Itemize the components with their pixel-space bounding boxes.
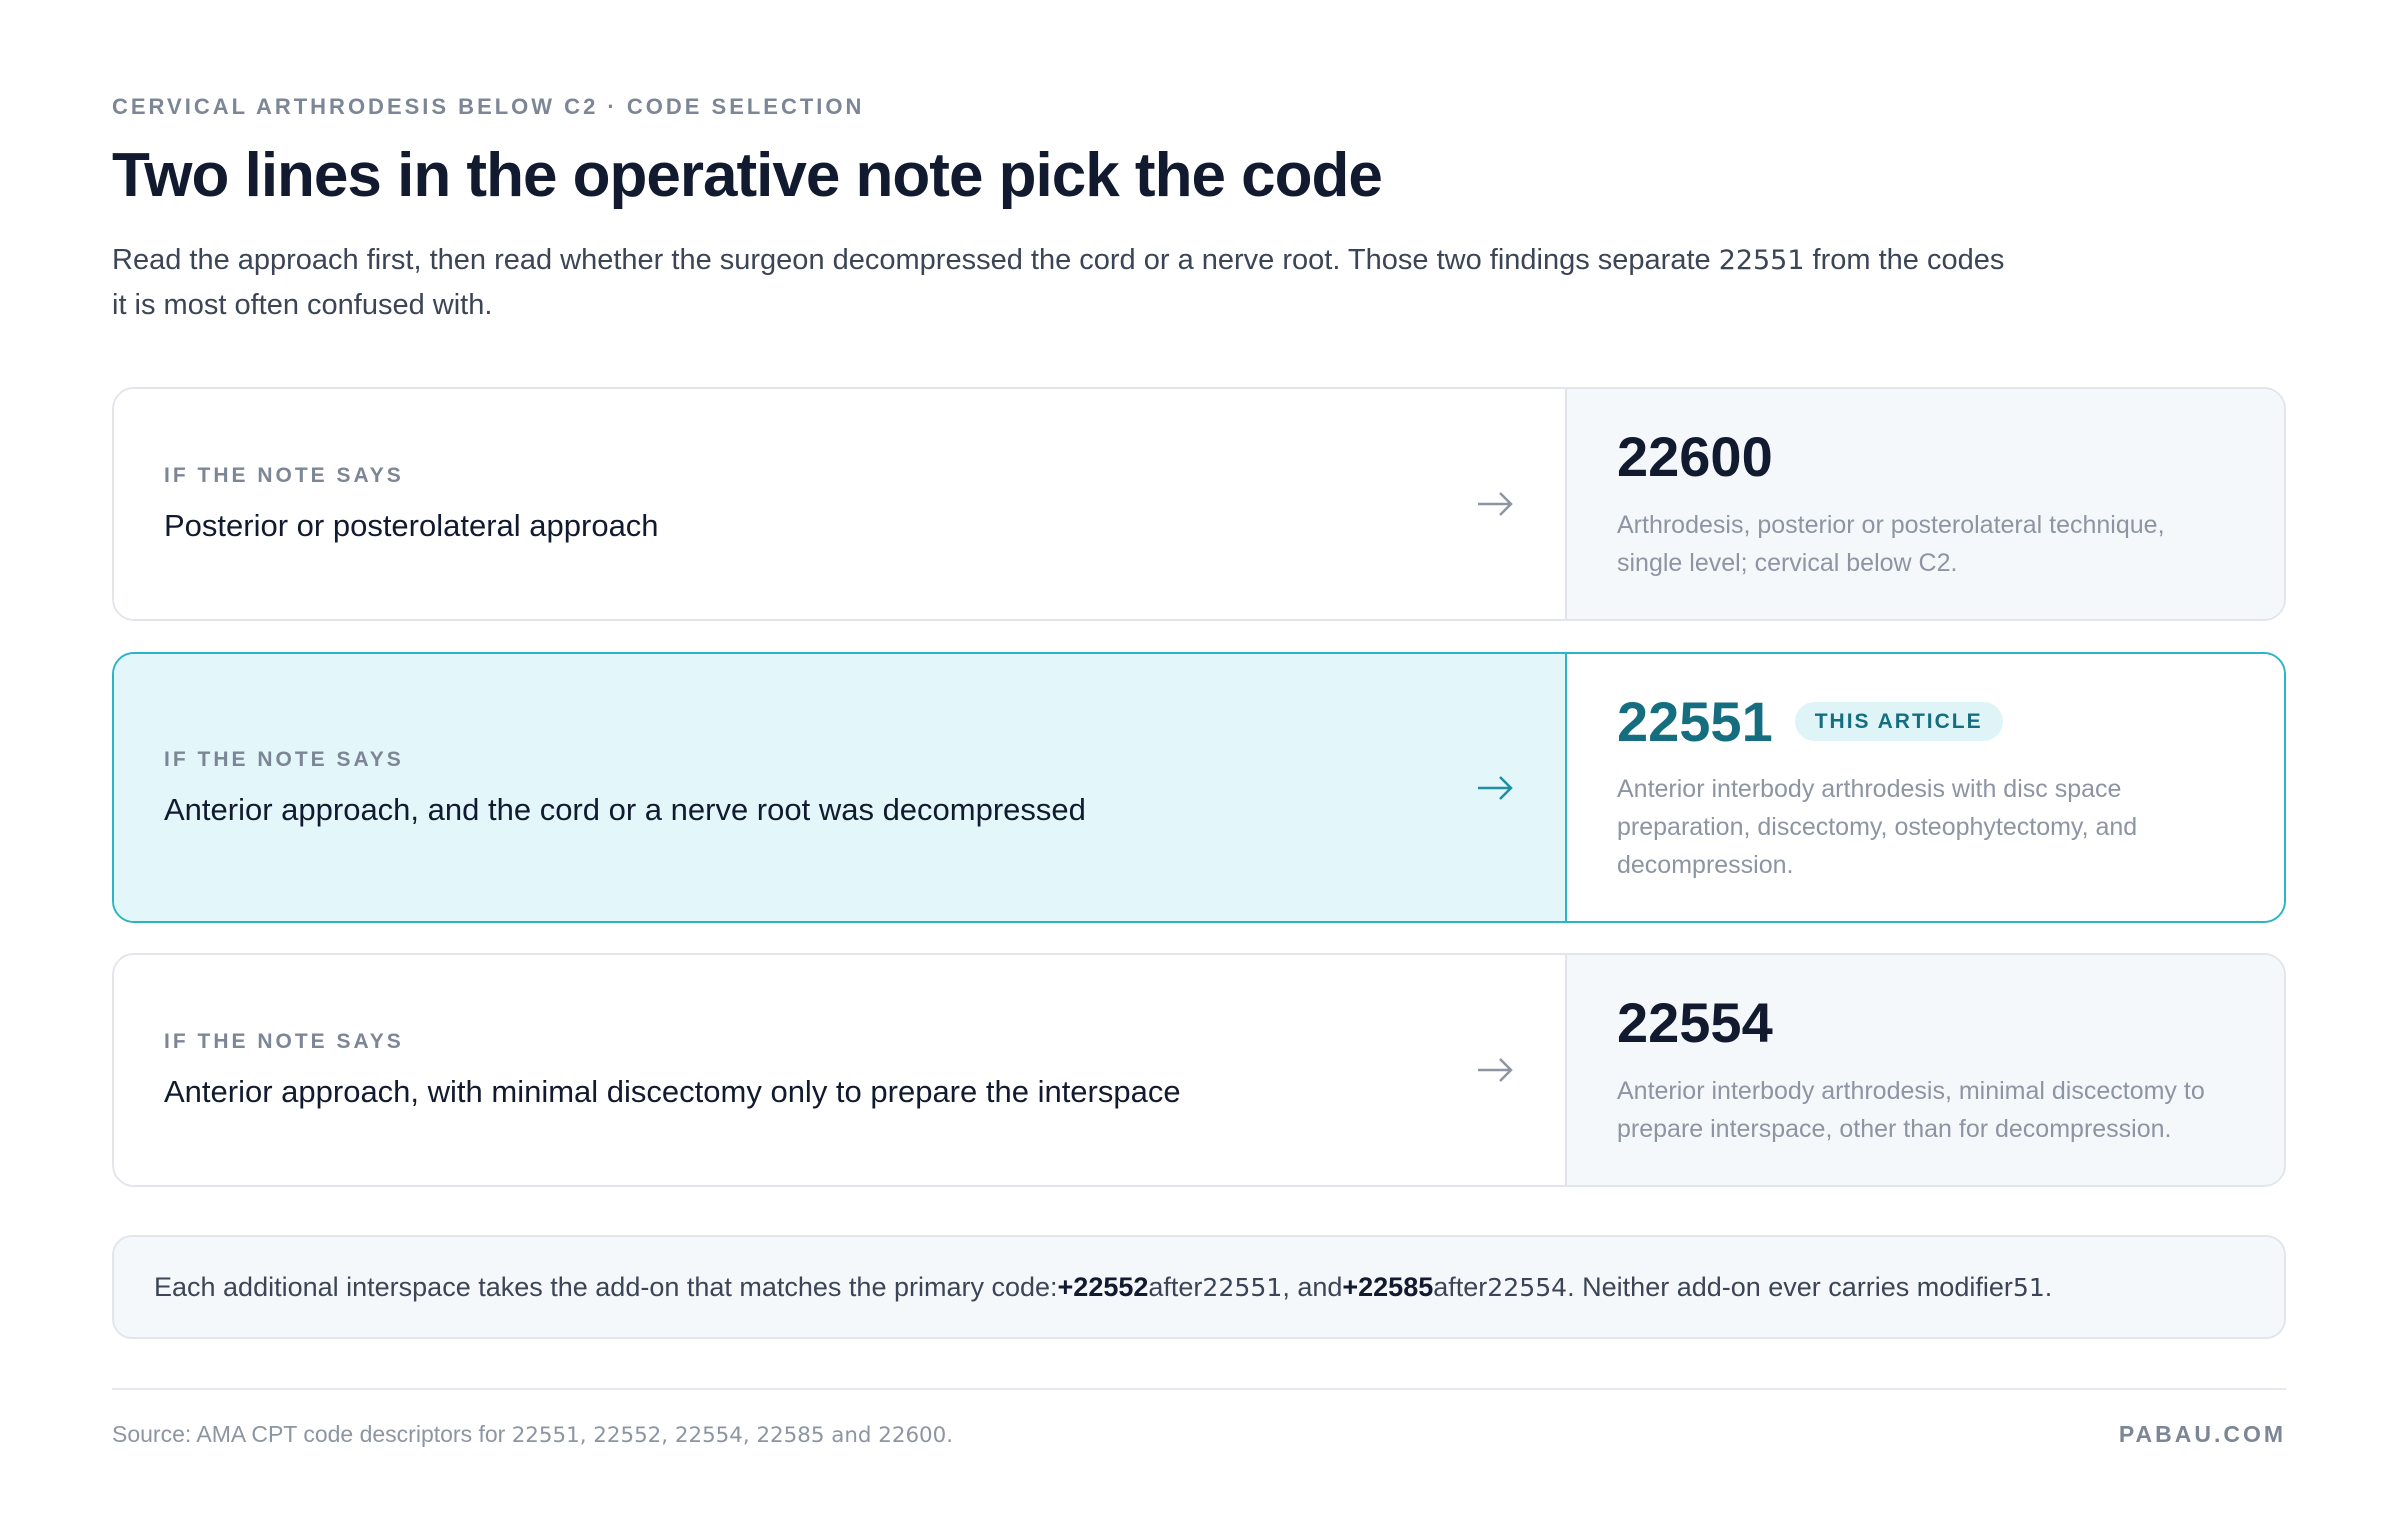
source-codes: 22551, 22552, 22554, 22585 and 22600.: [511, 1423, 954, 1448]
arrow: [1478, 1058, 1513, 1082]
note-code: 22551: [1202, 1272, 1283, 1302]
code: 22551 THIS ARTICLE: [1617, 691, 2234, 753]
arrow: [1478, 492, 1513, 516]
note-text: . Neither add-on ever carries modifier: [1567, 1271, 2013, 1302]
note-text: Each additional interspace takes the add…: [154, 1271, 1058, 1302]
row-label: IF THE NOTE SAYS: [164, 747, 404, 771]
code: 22554: [1617, 992, 2234, 1054]
note-text: after: [1433, 1271, 1488, 1302]
row-label: IF THE NOTE SAYS: [164, 464, 404, 487]
code-cell: 22551 THIS ARTICLE Anterior interbody art…: [1567, 654, 2284, 921]
code-number: 22554: [1617, 991, 1773, 1055]
rule-row: IF THE NOTE SAYS Posterior or posterolat…: [112, 387, 2286, 621]
rule-row: IF THE NOTE SAYS Anterior approach, with…: [112, 953, 2286, 1187]
intro-code: 22551: [1718, 245, 1805, 276]
rule-row: IF THE NOTE SAYS Anterior approach, and …: [112, 652, 2286, 923]
eyebrow: CERVICAL ARTHRODESIS BELOW C2 · CODE SEL…: [112, 94, 865, 119]
badge: THIS ARTICLE: [1794, 701, 2003, 742]
code-description: Anterior interbody arthrodesis with disc…: [1617, 775, 2138, 880]
code-cell: 22600 Arthrodesis, posterior or posterol…: [1567, 389, 2284, 619]
row-label: IF THE NOTE SAYS: [164, 1030, 404, 1053]
note-code: +22552: [1057, 1271, 1149, 1302]
code-description: Anterior interbody arthrodesis, minimal …: [1617, 1076, 2205, 1143]
title: Two lines in the operative note pick the…: [112, 141, 1383, 210]
code: 22600: [1617, 426, 2234, 488]
condition: Anterior approach, with minimal discecto…: [164, 1074, 1181, 1109]
intro: Read the approach first, then read wheth…: [112, 238, 2012, 328]
note-text: after: [1148, 1271, 1203, 1302]
note-code: 51: [2012, 1272, 2045, 1302]
brand: PABAU.COM: [2118, 1421, 2286, 1447]
arrow: [1478, 775, 1513, 800]
add-on-note: Each additional interspace takes the add…: [112, 1235, 2286, 1339]
note-text: , and: [1282, 1271, 1343, 1302]
intro-text: Read the approach first, then read wheth…: [112, 244, 1719, 276]
code-cell: 22554 Anterior interbody arthrodesis, mi…: [1567, 955, 2284, 1185]
divider: [112, 1388, 2286, 1390]
condition-cell: IF THE NOTE SAYS Posterior or posterolat…: [114, 389, 1567, 619]
condition-cell: IF THE NOTE SAYS Anterior approach, with…: [114, 955, 1567, 1185]
code-description: Arthrodesis, posterior or posterolateral…: [1617, 510, 2165, 577]
code-number: 22600: [1617, 425, 1773, 489]
note-code: +22585: [1342, 1271, 1434, 1302]
intro-text: from the codes it is most often confused…: [112, 244, 2005, 321]
condition: Posterior or posterolateral approach: [164, 508, 659, 543]
note-text: .: [2044, 1271, 2053, 1302]
note-code: 22554: [1487, 1272, 1568, 1302]
source-text: Source: AMA CPT code descriptors for: [112, 1421, 512, 1447]
condition-cell: IF THE NOTE SAYS Anterior approach, and …: [114, 654, 1567, 921]
source: Source: AMA CPT code descriptors for 225…: [112, 1421, 953, 1448]
condition: Anterior approach, and the cord or a ner…: [164, 791, 1086, 827]
code-number: 22551: [1617, 689, 1773, 753]
